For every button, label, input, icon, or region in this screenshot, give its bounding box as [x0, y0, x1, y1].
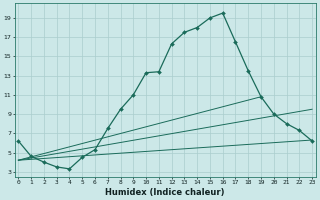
X-axis label: Humidex (Indice chaleur): Humidex (Indice chaleur) [106, 188, 225, 197]
